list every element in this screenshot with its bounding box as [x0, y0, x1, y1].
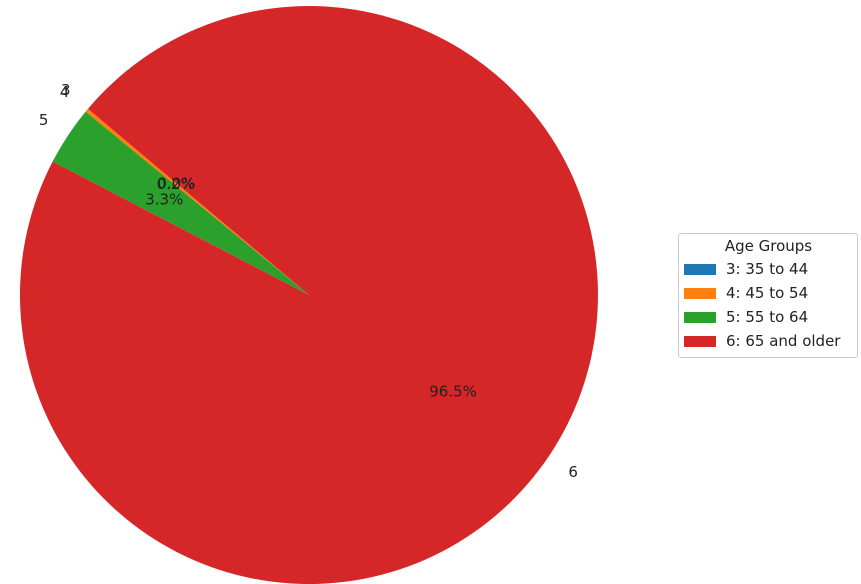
legend-label-6: 6: 65 and older — [726, 332, 840, 350]
legend-title: Age Groups — [684, 237, 853, 255]
pie-slice-6 — [20, 6, 598, 584]
pie-slices — [20, 6, 598, 584]
legend-swatch-5 — [684, 312, 716, 323]
legend-item-4: 4: 45 to 54 — [684, 281, 853, 305]
legend-swatch-4 — [684, 288, 716, 299]
legend-label-5: 5: 55 to 64 — [726, 308, 808, 326]
legend-item-5: 5: 55 to 64 — [684, 305, 853, 329]
legend-swatch-6 — [684, 336, 716, 347]
percent-label-6: 96.5% — [429, 383, 477, 401]
category-label-4: 4 — [60, 83, 70, 101]
legend-item-6: 6: 65 and older — [684, 329, 853, 353]
legend-item-3: 3: 35 to 44 — [684, 257, 853, 281]
percent-label-5: 3.3% — [145, 190, 183, 208]
legend: Age Groups 3: 35 to 44 4: 45 to 54 5: 55… — [678, 233, 858, 358]
legend-swatch-3 — [684, 264, 716, 275]
category-label-6: 6 — [568, 463, 578, 481]
category-label-5: 5 — [39, 111, 49, 129]
legend-label-3: 3: 35 to 44 — [726, 260, 808, 278]
legend-label-4: 4: 45 to 54 — [726, 284, 808, 302]
